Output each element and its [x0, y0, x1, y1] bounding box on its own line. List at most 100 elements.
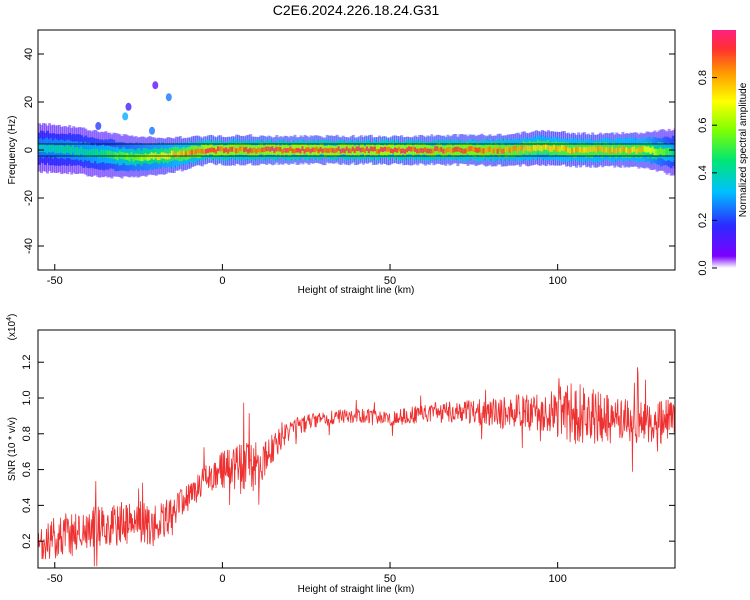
heatmap-cell — [581, 147, 585, 154]
heatmap-cell — [130, 152, 134, 159]
heatmap-cell — [233, 146, 237, 152]
heatmap-cell — [369, 146, 373, 152]
heatmap-cell — [506, 146, 510, 152]
heatmap-cell — [62, 145, 66, 154]
heatmap-cell — [239, 146, 243, 152]
heatmap-cell — [102, 150, 106, 158]
heatmap-cell — [249, 147, 253, 153]
heatmap-cell — [563, 145, 566, 152]
heatmap-cell — [518, 145, 522, 152]
heatmap-cell — [194, 149, 198, 155]
heatmap-cell — [243, 147, 247, 153]
heatmap-cell — [50, 144, 54, 153]
heatmap-cell — [667, 147, 671, 156]
heatmap-panel: -50 0 50 100 40 20 0 -20 -40 Height of straight … — [7, 29, 676, 296]
heatmap-ytick-label: 20 — [23, 96, 35, 108]
heatmap-blob — [95, 122, 102, 130]
heatmap-cell — [315, 146, 319, 152]
snr-ytick-label: 0.4 — [21, 498, 33, 513]
heatmap-cell — [428, 148, 432, 154]
heatmap-blob — [149, 126, 155, 135]
heatmap-cell — [540, 145, 544, 152]
heatmap-cell — [110, 151, 114, 159]
heatmap-cell — [351, 146, 355, 152]
heatmap-cell — [621, 146, 625, 152]
heatmap-cell — [178, 150, 182, 157]
heatmap-cell — [257, 147, 261, 153]
heatmap-cell — [595, 147, 599, 153]
heatmap-cell — [265, 146, 269, 152]
heatmap-cell — [90, 149, 94, 157]
heatmap-cell — [213, 147, 216, 153]
heatmap-cell — [380, 147, 383, 152]
heatmap-cell — [655, 148, 659, 156]
heatmap-cell — [333, 148, 337, 154]
heatmap-cell — [623, 146, 627, 153]
heatmap-cell — [454, 146, 458, 152]
heatmap-cell — [46, 145, 49, 154]
heatmap-marks — [38, 81, 675, 179]
heatmap-cell — [440, 147, 444, 152]
heatmap-cell — [273, 148, 277, 153]
heatmap-cell — [418, 148, 422, 154]
heatmap-cell — [355, 146, 359, 151]
heatmap-cell — [227, 148, 231, 154]
heatmap-cell — [464, 148, 468, 154]
colorbar-tick-label: 0.2 — [697, 213, 709, 228]
heatmap-cell — [496, 148, 500, 154]
snr-frame — [37, 329, 676, 569]
heatmap-cell — [192, 149, 196, 155]
snr-ylabel: SNR (10 * v/v) — [7, 417, 18, 481]
heatmap-cell — [229, 147, 233, 152]
heatmap-cell — [259, 147, 263, 153]
heatmap-cell — [486, 147, 490, 153]
heatmap-cell — [587, 147, 591, 153]
heatmap-cell — [462, 148, 466, 154]
heatmap-cell — [40, 144, 43, 152]
heatmap-cell — [112, 151, 116, 160]
heatmap-cell — [597, 145, 601, 152]
heatmap-cell — [166, 153, 170, 160]
heatmap-xtick-label: 0 — [219, 275, 225, 287]
heatmap-cell — [114, 151, 118, 160]
heatmap-cell — [116, 153, 120, 161]
heatmap-cell — [94, 148, 98, 157]
heatmap-cell — [406, 147, 410, 153]
heatmap-cell — [359, 147, 363, 153]
heatmap-cell — [468, 146, 472, 152]
heatmap-cell — [502, 148, 506, 154]
heatmap-cell — [637, 146, 641, 153]
heatmap-cell — [118, 150, 122, 158]
heatmap-cell — [52, 143, 56, 152]
heatmap-cell — [585, 146, 589, 153]
heatmap-cell — [671, 149, 675, 158]
heatmap-cell — [615, 147, 619, 154]
heatmap-cell — [134, 153, 138, 161]
heatmap-cell — [317, 148, 321, 154]
heatmap-cell — [573, 147, 577, 153]
heatmap-cell — [424, 147, 428, 153]
heatmap-cell — [382, 147, 385, 152]
colorbar-tick-label: 0.0 — [697, 260, 709, 275]
heatmap-cell — [478, 147, 482, 153]
heatmap-cell — [565, 146, 568, 152]
heatmap-cell — [365, 146, 369, 151]
heatmap-cell — [142, 154, 146, 161]
heatmap-cell — [106, 150, 110, 158]
heatmap-cell — [331, 148, 335, 153]
heatmap-cell — [293, 148, 297, 154]
heatmap-cell — [375, 149, 379, 154]
heatmap-cell — [205, 149, 208, 154]
heatmap-cell — [378, 149, 381, 154]
heatmap-cell — [158, 154, 162, 161]
heatmap-cell — [528, 145, 532, 152]
heatmap-cell — [536, 144, 540, 150]
heatmap-cell — [219, 146, 222, 152]
heatmap-cell — [673, 148, 675, 156]
heatmap-cell — [343, 148, 347, 154]
heatmap-cell — [510, 146, 514, 152]
heatmap-cell — [538, 145, 542, 151]
heatmap-cell — [384, 146, 387, 152]
heatmap-cell — [367, 148, 371, 154]
